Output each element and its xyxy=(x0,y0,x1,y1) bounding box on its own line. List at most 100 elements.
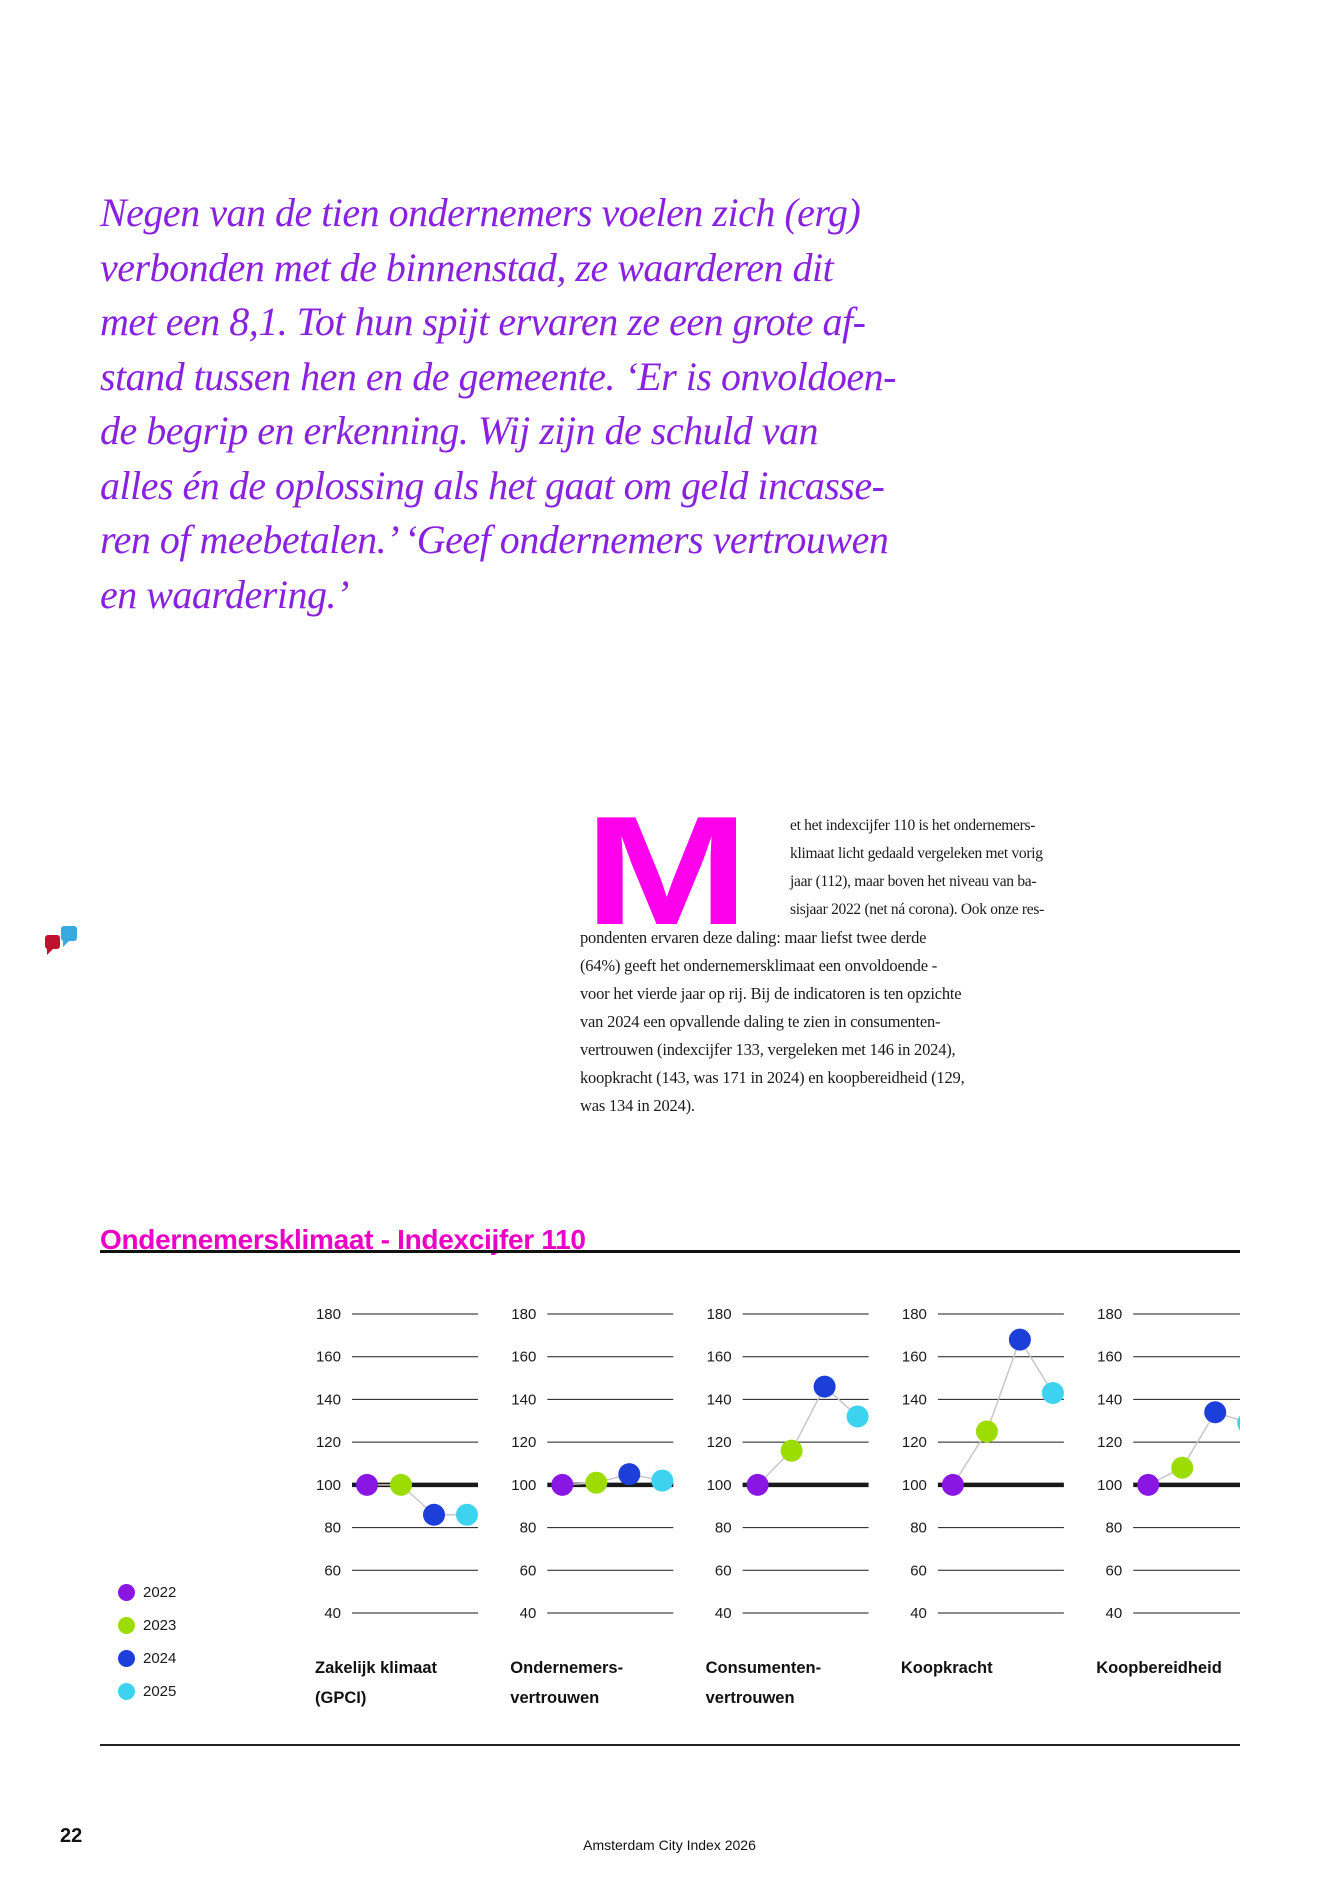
y-tick-label: 160 xyxy=(707,1349,732,1366)
article-line: klimaat licht gedaald vergeleken met vor… xyxy=(790,845,1043,862)
article-line: (64%) geeft het ondernemersklimaat een o… xyxy=(580,956,938,975)
y-tick-label: 180 xyxy=(511,1306,536,1323)
article-line: voor het vierde jaar op rij. Bij de indi… xyxy=(580,984,962,1003)
data-point-2022 xyxy=(1137,1473,1160,1496)
legend-label: 2024 xyxy=(143,1649,177,1667)
article-line: koopkracht (143, was 171 in 2024) en koo… xyxy=(580,1068,965,1087)
dropcap: M xyxy=(584,784,750,957)
data-point-2024 xyxy=(813,1375,836,1398)
y-tick-label: 100 xyxy=(316,1477,341,1494)
data-point-2024 xyxy=(1204,1401,1227,1424)
speech-bubble-red-icon xyxy=(45,935,60,955)
y-tick-label: 60 xyxy=(715,1562,732,1579)
quote-line: verbonden met de binnenstad, ze waardere… xyxy=(100,244,834,290)
y-tick-label: 140 xyxy=(511,1391,536,1408)
y-tick-label: 80 xyxy=(910,1520,927,1537)
y-tick-label: 40 xyxy=(715,1605,732,1622)
y-tick-label: 120 xyxy=(1097,1434,1122,1451)
data-point-2023 xyxy=(1171,1456,1194,1479)
quote-line: alles én de oplossing als het gaat om ge… xyxy=(100,462,885,508)
data-point-2025 xyxy=(1041,1382,1064,1405)
data-point-2024 xyxy=(1008,1328,1031,1351)
article-line: et het indexcijfer 110 is het ondernemer… xyxy=(790,817,1036,834)
y-tick-label: 40 xyxy=(520,1605,537,1622)
quote-line: en waardering.’ xyxy=(100,571,349,617)
title-rule xyxy=(100,1250,1240,1253)
panel-label: Consumenten- xyxy=(706,1659,822,1677)
legend-item: 2023 xyxy=(118,1615,176,1635)
y-tick-label: 120 xyxy=(316,1434,341,1451)
article-paragraph-full: pondenten ervaren deze daling: maar lief… xyxy=(580,924,1120,1120)
y-tick-label: 180 xyxy=(707,1306,732,1323)
quote-line: Negen van de tien ondernemers voelen zic… xyxy=(100,190,861,235)
data-point-2022 xyxy=(551,1473,574,1496)
article-line: sisjaar 2022 (net ná corona). Ook onze r… xyxy=(790,901,1044,918)
y-tick-label: 100 xyxy=(1097,1477,1122,1494)
y-tick-label: 140 xyxy=(707,1391,732,1408)
data-point-2025 xyxy=(456,1503,478,1526)
legend-dot xyxy=(118,1616,135,1634)
data-point-2025 xyxy=(651,1469,674,1492)
bottom-rule xyxy=(100,1744,1240,1746)
y-tick-label: 180 xyxy=(1097,1306,1122,1323)
data-point-2023 xyxy=(975,1420,998,1443)
article-line: jaar (112), maar boven het niveau van ba… xyxy=(790,873,1037,890)
y-tick-label: 140 xyxy=(316,1391,341,1408)
pull-quote: Negen van de tien ondernemers voelen zic… xyxy=(100,186,1100,622)
connector-line xyxy=(562,1473,663,1486)
y-tick-label: 140 xyxy=(902,1391,927,1408)
y-tick-label: 100 xyxy=(511,1477,536,1494)
y-tick-label: 160 xyxy=(902,1349,927,1366)
data-point-2023 xyxy=(585,1471,608,1494)
data-point-2023 xyxy=(390,1473,412,1496)
panel-label: Koopkracht xyxy=(901,1659,993,1677)
y-tick-label: 160 xyxy=(511,1349,536,1366)
legend-item: 2025 xyxy=(118,1681,176,1701)
y-tick-label: 80 xyxy=(715,1520,732,1537)
legend-dot xyxy=(118,1682,135,1700)
connector-line xyxy=(757,1385,859,1486)
connector-line xyxy=(952,1337,1054,1486)
legend-label: 2023 xyxy=(143,1616,177,1634)
y-tick-label: 80 xyxy=(1106,1520,1123,1537)
data-point-2025 xyxy=(1237,1415,1240,1431)
data-point-2022 xyxy=(356,1473,378,1496)
quote-line: met een 8,1. Tot hun spijt ervaren ze ee… xyxy=(100,299,866,344)
y-tick-label: 100 xyxy=(707,1477,732,1494)
y-tick-label: 180 xyxy=(316,1306,341,1323)
y-tick-label: 140 xyxy=(1097,1391,1122,1408)
y-tick-label: 120 xyxy=(902,1434,927,1451)
panel-label: Ondernemers- xyxy=(510,1659,623,1677)
data-point-2024 xyxy=(423,1503,445,1526)
y-tick-label: 60 xyxy=(324,1562,341,1579)
y-tick-label: 100 xyxy=(902,1477,927,1494)
data-point-2025 xyxy=(846,1405,869,1428)
article-line: was 134 in 2024). xyxy=(580,1096,695,1115)
article-paragraph-indented: et het indexcijfer 110 is het ondernemer… xyxy=(790,812,1110,924)
panel-label: Zakelijk klimaat xyxy=(315,1659,437,1677)
y-tick-label: 40 xyxy=(324,1605,341,1622)
y-tick-label: 160 xyxy=(1097,1349,1122,1366)
y-tick-label: 80 xyxy=(324,1520,341,1537)
quote-line: de begrip en erkenning. Wij zijn de schu… xyxy=(100,408,818,453)
speech-bubble-blue-icon xyxy=(61,926,77,947)
legend-dot xyxy=(118,1649,135,1667)
index-charts-svg: 180 160 140 120 100 80 60 40 Zakelijk klimaat (GP… xyxy=(315,1306,1240,1707)
article-line: van 2024 een opvallende daling te zien i… xyxy=(580,1012,941,1031)
panel-label: (GPCI) xyxy=(315,1689,366,1707)
quote-line: stand tussen hen en de gemeente. ‘Er is … xyxy=(100,353,896,399)
y-tick-label: 40 xyxy=(1106,1605,1123,1622)
chart-legend: 2022 2023 2024 2025 xyxy=(118,1582,176,1701)
connector-line xyxy=(1147,1411,1240,1486)
legend-item: 2022 xyxy=(118,1582,176,1602)
legend-dot xyxy=(118,1583,135,1601)
y-tick-label: 160 xyxy=(316,1349,341,1366)
quote-line: ren of meebetalen.’ ‘Geef ondernemers ve… xyxy=(100,517,889,562)
panel-label: vertrouwen xyxy=(510,1689,599,1707)
article-line: vertrouwen (indexcijfer 133, vergeleken … xyxy=(580,1040,956,1059)
page-number: 22 xyxy=(60,1825,83,1847)
connector-line xyxy=(367,1484,467,1516)
y-tick-label: 60 xyxy=(910,1562,927,1579)
legend-label: 2025 xyxy=(143,1682,177,1700)
